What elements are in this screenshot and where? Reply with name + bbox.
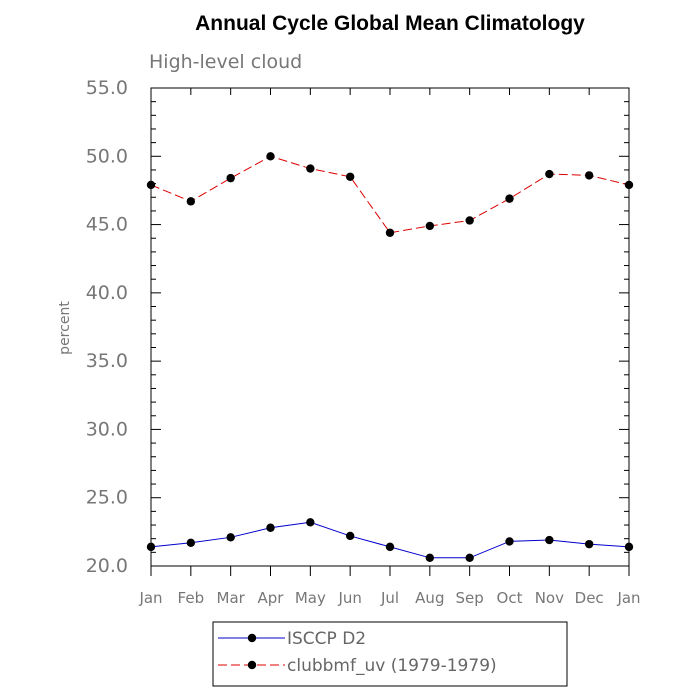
data-point [226,173,235,183]
x-tick-label: Dec [575,589,604,607]
legend-box [212,621,568,687]
data-point [306,518,315,527]
x-tick-label: Mar [217,589,246,607]
data-point [584,539,594,549]
y-tick-label: 25.0 [86,487,128,509]
data-point [425,221,435,231]
series-2 [146,152,634,237]
data-point [465,216,474,225]
y-tick-label: 40.0 [86,282,128,304]
x-tick-label: Sep [456,589,484,607]
y-tick-label: 55.0 [86,77,128,99]
x-tick-label: Jan [616,589,640,607]
legend: ISCCP D2 clubbmf_uv (1979-1979) [212,621,568,687]
data-point [545,535,554,545]
y-tick-label: 45.0 [86,214,128,236]
data-point [505,194,514,203]
data-point [624,180,634,190]
x-tick-label: Jun [337,589,361,607]
series-group [146,152,634,563]
y-tick-label: 35.0 [86,350,128,372]
data-point [266,152,275,161]
data-point [146,180,156,190]
x-tick-labels: Jan Feb Mar Apr May Jun Jul Aug Sep Oct Nov Dec Jan [138,589,640,607]
data-point [345,172,355,181]
data-point [505,537,514,546]
chart-subtitle: High-level cloud [149,51,302,73]
axis-ticks [150,87,630,576]
series-line [150,521,630,559]
data-point [186,197,196,206]
data-point [385,228,395,237]
data-point [624,542,634,552]
data-point [465,553,474,563]
legend-marker [247,660,257,670]
chart-title: Annual Cycle Global Mean Climatology [195,12,585,35]
data-point [306,164,315,173]
y-axis-label: percent [57,301,73,355]
x-tick-label: Aug [415,589,444,607]
x-tick-label: Oct [497,589,523,607]
data-point [345,531,355,541]
y-tick-label: 30.0 [86,418,128,440]
x-tick-label: Feb [178,589,205,607]
legend-label: ISCCP D2 [287,629,366,649]
data-point [186,538,196,547]
x-tick-label: Nov [535,589,564,607]
data-point [266,523,275,532]
series-1 [146,518,634,563]
x-tick-label: Jul [380,589,399,607]
legend-marker [247,633,257,643]
data-point [545,169,554,179]
data-point [226,533,235,542]
legend-label: clubbmf_uv (1979-1979) [287,656,497,676]
y-tick-labels: 20.0 25.0 30.0 35.0 40.0 45.0 50.0 55.0 [86,77,128,577]
data-point [385,542,395,552]
data-point [584,171,594,180]
data-point [425,553,435,563]
plot-frame [150,87,630,567]
series-line [150,155,630,234]
x-tick-label: Apr [258,589,285,607]
y-tick-label: 20.0 [86,555,128,577]
x-tick-label: May [295,589,326,607]
data-point [146,542,156,552]
x-tick-label: Jan [138,589,162,607]
y-tick-label: 50.0 [86,145,128,167]
